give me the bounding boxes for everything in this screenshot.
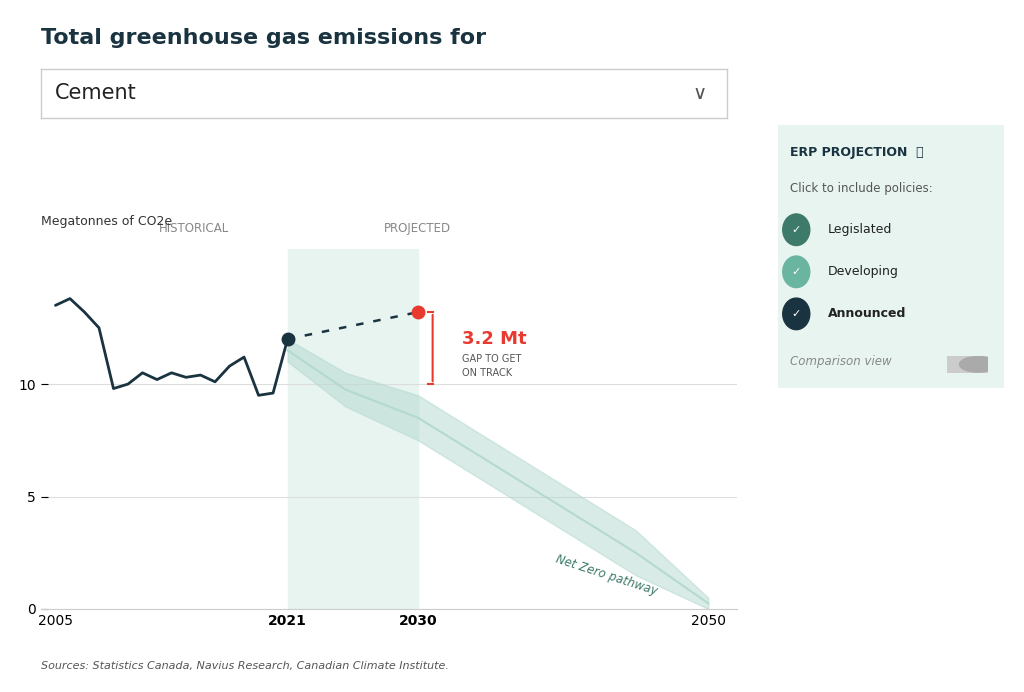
Text: Legislated: Legislated — [827, 224, 892, 236]
Text: Sources: Statistics Canada, Navius Research, Canadian Climate Institute.: Sources: Statistics Canada, Navius Resea… — [41, 662, 449, 671]
Text: ✓: ✓ — [792, 267, 801, 277]
Circle shape — [959, 356, 996, 372]
Text: ✓: ✓ — [792, 309, 801, 319]
Circle shape — [782, 256, 810, 288]
Circle shape — [782, 214, 810, 246]
Text: Developing: Developing — [827, 265, 899, 278]
Text: Total greenhouse gas emissions for: Total greenhouse gas emissions for — [41, 28, 486, 48]
Text: ✓: ✓ — [792, 225, 801, 235]
Text: Net Zero pathway: Net Zero pathway — [554, 553, 659, 598]
Bar — [288, 249, 418, 609]
Text: Click to include policies:: Click to include policies: — [790, 183, 932, 195]
Text: Announced: Announced — [827, 307, 906, 320]
Circle shape — [782, 298, 810, 329]
Text: Megatonnes of CO2e: Megatonnes of CO2e — [41, 215, 172, 228]
Text: ∨: ∨ — [692, 84, 707, 103]
Text: 3.2 Mt: 3.2 Mt — [462, 330, 526, 348]
Text: HISTORICAL: HISTORICAL — [159, 221, 229, 235]
Text: ERP PROJECTION  ⓘ: ERP PROJECTION ⓘ — [790, 145, 923, 158]
Text: PROJECTED: PROJECTED — [383, 221, 451, 235]
Text: GAP TO GET
ON TRACK: GAP TO GET ON TRACK — [462, 354, 521, 378]
Text: Comparison view: Comparison view — [790, 355, 891, 367]
Text: Cement: Cement — [54, 84, 136, 103]
